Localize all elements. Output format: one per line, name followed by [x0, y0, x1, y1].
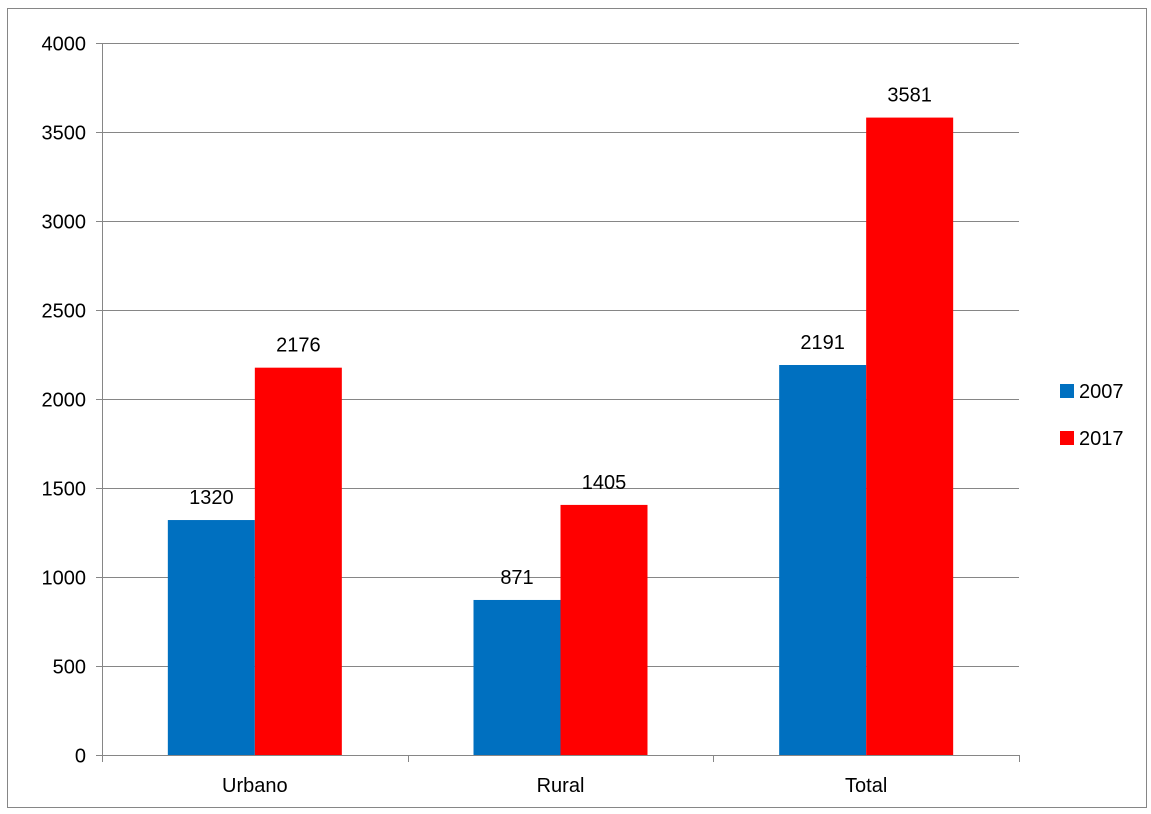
- legend-swatch-2007: [1060, 384, 1074, 398]
- x-tick-label: Urbano: [222, 775, 288, 797]
- y-tick-label: 2500: [42, 301, 87, 323]
- data-label: 1405: [582, 472, 627, 494]
- bar-rural-2007: [473, 599, 561, 755]
- y-tick-label: 4000: [42, 34, 87, 56]
- y-tick-label: 500: [53, 657, 86, 679]
- y-tick-label: 1000: [42, 568, 87, 590]
- legend-swatch-2017: [1060, 431, 1074, 445]
- legend: 2007 2017: [1060, 381, 1124, 450]
- axes: [102, 43, 1020, 762]
- bar-urbano-2017: [254, 367, 342, 755]
- bars: [167, 117, 954, 755]
- data-label: 1320: [189, 487, 234, 509]
- x-tick-label: Total: [845, 775, 887, 797]
- x-axis-tick-labels: Urbano Rural Total: [222, 775, 887, 797]
- y-tick-label: 3000: [42, 212, 87, 234]
- bar-total-2007: [779, 365, 867, 755]
- data-label: 2191: [800, 332, 845, 354]
- legend-label: 2007: [1079, 381, 1124, 403]
- x-tick-label: Rural: [537, 775, 585, 797]
- y-axis-tick-labels: 0 500 1000 1500 2000 2500 3000 3500 4000: [42, 34, 87, 768]
- legend-label: 2017: [1079, 428, 1124, 450]
- data-label: 871: [500, 567, 533, 589]
- data-label: 3581: [887, 85, 932, 107]
- data-labels: 1320 2176 871 1405 2191 3581: [189, 85, 932, 589]
- bar-urbano-2007: [167, 520, 255, 755]
- y-tick-label: 1500: [42, 479, 87, 501]
- bar-rural-2017: [560, 504, 648, 755]
- y-tick-label: 0: [75, 746, 86, 768]
- data-label: 2176: [276, 335, 321, 357]
- y-tick-label: 3500: [42, 123, 87, 145]
- y-tick-label: 2000: [42, 390, 87, 412]
- bar-total-2017: [866, 117, 954, 755]
